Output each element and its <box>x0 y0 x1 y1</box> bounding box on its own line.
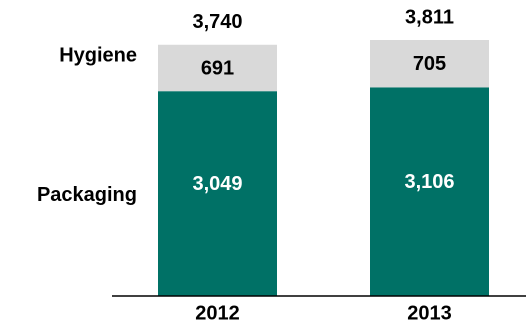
value-label-packaging-2013: 3,106 <box>404 171 454 193</box>
bar-packaging-2012 <box>158 91 277 297</box>
series-label-packaging: Packaging <box>37 184 137 206</box>
labels: 3,049 691 3,740 2012 3,106 705 3,811 2013 Packag… <box>37 6 455 324</box>
bar-hygiene-2013 <box>370 40 489 88</box>
total-label-2012: 3,740 <box>192 11 242 33</box>
value-label-hygiene-2012: 691 <box>201 57 234 79</box>
bars <box>158 40 489 297</box>
series-label-hygiene: Hygiene <box>59 44 137 66</box>
value-label-hygiene-2013: 705 <box>413 53 446 75</box>
category-label-2012: 2012 <box>195 302 240 324</box>
total-label-2013: 3,811 <box>405 6 454 28</box>
bar-hygiene-2012 <box>158 44 277 92</box>
category-label-2013: 2013 <box>407 302 452 324</box>
bar-packaging-2013 <box>370 87 489 296</box>
value-label-packaging-2012: 3,049 <box>192 173 242 195</box>
